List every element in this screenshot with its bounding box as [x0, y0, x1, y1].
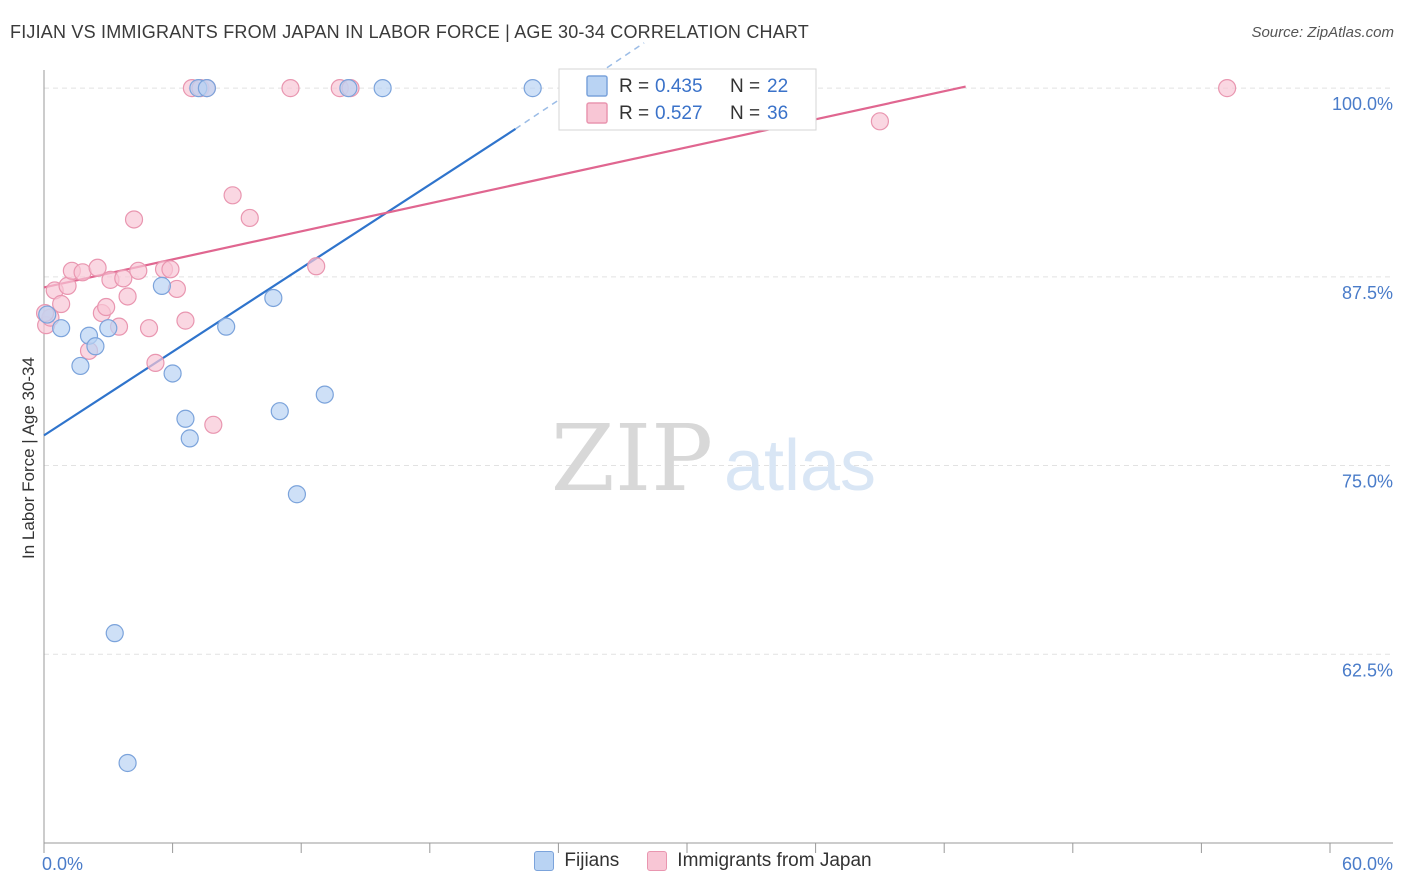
- data-point-japan: [307, 257, 326, 276]
- data-point-fijians: [118, 753, 137, 773]
- data-point-fijians: [523, 79, 542, 98]
- data-point-japan: [240, 208, 259, 228]
- data-point-fijians: [152, 276, 171, 295]
- data-point-fijians: [52, 319, 71, 338]
- data-point-fijians: [264, 288, 283, 308]
- data-point-japan: [129, 261, 148, 280]
- y-tick-label: 87.5%: [1342, 283, 1393, 303]
- stats-legend-swatch-fijians: [586, 75, 608, 97]
- data-point-japan: [204, 415, 223, 434]
- data-point-fijians: [180, 429, 199, 448]
- data-point-fijians: [86, 337, 105, 356]
- data-point-fijians: [217, 317, 236, 336]
- data-point-japan: [146, 353, 165, 372]
- axis-layer: [43, 70, 1393, 853]
- bottom-legend-swatch-fijians: [534, 851, 555, 871]
- data-point-japan: [223, 186, 242, 205]
- data-point-japan: [118, 287, 137, 306]
- watermark-atlas: atlas: [724, 426, 876, 506]
- data-point-fijians: [270, 402, 289, 421]
- data-point-fijians: [197, 79, 216, 98]
- stats-legend-r-value-fijians: 0.435: [655, 76, 703, 97]
- x-tick-label: 60.0%: [1342, 854, 1393, 874]
- data-point-fijians: [176, 409, 195, 428]
- data-point-japan: [114, 269, 133, 288]
- y-tick-label: 62.5%: [1342, 660, 1393, 680]
- data-point-fijians: [339, 79, 358, 98]
- stats-legend-n-value-fijians: 22: [767, 76, 788, 97]
- data-point-fijians: [315, 385, 334, 404]
- stats-legend-swatch-japan: [586, 102, 608, 124]
- stats-legend-r-label-japan: R =: [619, 103, 649, 124]
- trend-line-fijians: [43, 127, 517, 437]
- y-axis-title: In Labor Force | Age 30-34: [19, 357, 38, 559]
- data-point-japan: [176, 311, 195, 330]
- data-point-fijians: [99, 319, 118, 338]
- bottom-legend-label-japan: Immigrants from Japan: [677, 850, 872, 871]
- watermark: ZIP atlas: [551, 405, 876, 512]
- data-point-japan: [73, 263, 92, 282]
- labels-layer: 100.0% 87.5% 75.0% 62.5% 0.0% 60.0%: [42, 94, 1393, 874]
- stats-legend-n-label-japan: N =: [730, 103, 760, 124]
- data-point-fijians: [163, 364, 182, 383]
- stats-legend-r-value-japan: 0.527: [655, 103, 703, 124]
- bottom-legend-label-fijians: Fijians: [564, 850, 620, 871]
- data-point-japan: [1218, 79, 1237, 98]
- trend-layer: [43, 42, 966, 437]
- bottom-legend-item-fijians: Fijians: [534, 850, 619, 872]
- watermark-zip: ZIP: [551, 405, 713, 512]
- data-point-japan: [97, 297, 116, 317]
- stats-legend-n-value-japan: 36: [767, 103, 788, 124]
- y-tick-label: 75.0%: [1342, 472, 1393, 492]
- data-point-japan: [58, 276, 77, 295]
- data-point-fijians: [71, 356, 90, 376]
- trend-line-japan: [43, 85, 966, 289]
- data-point-japan: [52, 294, 71, 314]
- bottom-legend-item-japan: Immigrants from Japan: [647, 850, 872, 872]
- data-point-japan: [281, 79, 300, 98]
- data-point-japan: [167, 279, 186, 299]
- data-point-fijians: [287, 485, 307, 504]
- points-layer: [35, 79, 1237, 773]
- stats-legend-n-label-fijians: N =: [730, 76, 760, 97]
- data-point-fijians: [38, 305, 57, 324]
- grid-layer: [44, 87, 1393, 655]
- data-point-japan: [161, 260, 180, 279]
- data-point-fijians: [105, 624, 124, 643]
- data-point-japan: [870, 112, 890, 131]
- stats-legend: R = 0.435 N = 22 R = 0.527 N = 36: [558, 68, 817, 131]
- bottom-legend-swatch-japan: [647, 851, 668, 871]
- stats-legend-r-label-fijians: R =: [619, 76, 649, 97]
- source-label: Source: ZipAtlas.com: [1251, 24, 1394, 41]
- y-tick-label: 100.0%: [1332, 94, 1393, 114]
- data-point-fijians: [373, 79, 392, 98]
- data-point-japan: [88, 258, 107, 277]
- data-point-japan: [139, 319, 159, 338]
- chart-title: FIJIAN VS IMMIGRANTS FROM JAPAN IN LABOR…: [10, 22, 809, 42]
- x-tick-label: 0.0%: [42, 854, 83, 874]
- data-point-japan: [124, 210, 144, 229]
- bottom-legend: Fijians Immigrants from Japan: [0, 850, 1406, 872]
